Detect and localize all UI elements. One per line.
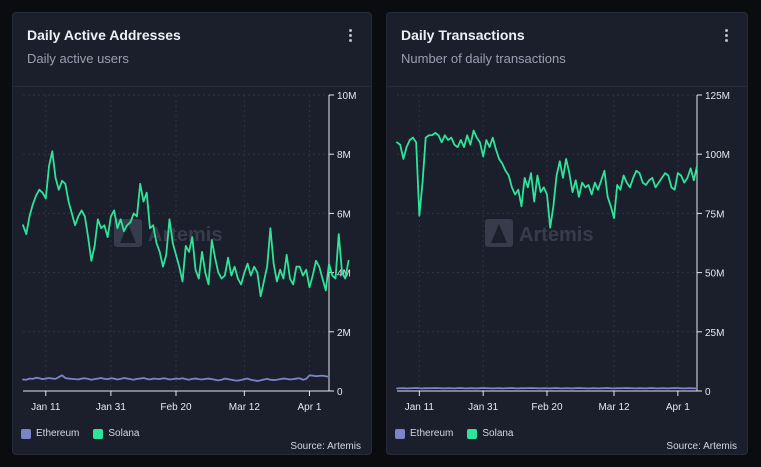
x-tick-label: Jan 11 bbox=[405, 402, 435, 413]
line-chart: Artemis 0 2M 4M 6M 8M 10M Jan 11 Jan 31 Feb 20 Mar… bbox=[22, 91, 356, 413]
series-line-solana[interactable] bbox=[396, 129, 698, 229]
more-vertical-icon[interactable] bbox=[719, 27, 733, 45]
y-tick-label: 75M bbox=[705, 209, 724, 220]
x-tick-label: Feb 20 bbox=[531, 402, 563, 413]
y-tick-label: 6M bbox=[337, 209, 351, 220]
x-tick-label: Mar 12 bbox=[598, 402, 630, 413]
y-tick-label: 0 bbox=[705, 387, 711, 398]
watermark-text: Artemis bbox=[519, 224, 593, 246]
chart-card-daily-active-addresses: Daily Active Addresses Daily active user… bbox=[12, 12, 372, 455]
chart-title: Daily Transactions bbox=[401, 27, 525, 43]
x-tick-label: Mar 12 bbox=[229, 402, 261, 413]
x-tick-label: Jan 11 bbox=[31, 402, 61, 413]
y-tick-label: 4M bbox=[337, 269, 351, 280]
legend-item-ethereum[interactable]: Ethereum bbox=[395, 428, 453, 439]
legend-label: Solana bbox=[108, 428, 140, 439]
y-tick-label: 8M bbox=[337, 150, 351, 161]
more-vertical-icon[interactable] bbox=[343, 27, 357, 45]
source-label: Source: Artemis bbox=[290, 441, 361, 452]
x-tick-label: Apr 1 bbox=[666, 402, 690, 413]
legend-item-solana[interactable]: Solana bbox=[467, 428, 514, 439]
y-tick-label: 2M bbox=[337, 328, 351, 339]
chart-subtitle: Number of daily transactions bbox=[401, 51, 566, 66]
legend-label: Solana bbox=[482, 428, 514, 439]
x-tick-label: Jan 31 bbox=[468, 402, 498, 413]
series-line-ethereum[interactable] bbox=[22, 374, 330, 382]
x-tick-label: Apr 1 bbox=[298, 402, 322, 413]
y-tick-label: 50M bbox=[705, 269, 724, 280]
artemis-logo-mark bbox=[120, 224, 136, 243]
legend-swatch-solana bbox=[467, 428, 478, 439]
chart-card-daily-transactions: Daily Transactions Number of daily trans… bbox=[386, 12, 748, 455]
x-tick-label: Jan 31 bbox=[96, 402, 126, 413]
line-chart: Artemis 0 25M 50M 75M 100M 125M Jan 11 Jan 31 Feb… bbox=[396, 91, 730, 413]
artemis-logo-mark bbox=[491, 224, 507, 243]
legend-item-solana[interactable]: Solana bbox=[93, 428, 140, 439]
legend-label: Ethereum bbox=[36, 428, 80, 439]
legend-item-ethereum[interactable]: Ethereum bbox=[21, 428, 79, 439]
source-label: Source: Artemis bbox=[666, 441, 737, 452]
x-tick-label: Feb 20 bbox=[160, 402, 192, 413]
y-tick-label: 10M bbox=[337, 91, 356, 102]
legend-swatch-ethereum bbox=[21, 428, 31, 439]
artemis-watermark: Artemis bbox=[114, 219, 222, 247]
legend: Ethereum Solana bbox=[395, 428, 528, 439]
series-line-solana[interactable] bbox=[22, 150, 350, 298]
legend-swatch-solana bbox=[93, 428, 104, 439]
artemis-watermark: Artemis bbox=[485, 219, 593, 247]
legend-label: Ethereum bbox=[410, 428, 454, 439]
watermark-text: Artemis bbox=[148, 224, 222, 246]
y-tick-label: 100M bbox=[705, 150, 730, 161]
y-tick-label: 0 bbox=[337, 387, 343, 398]
y-tick-label: 25M bbox=[705, 328, 724, 339]
legend: Ethereum Solana bbox=[21, 428, 154, 439]
chart-title: Daily Active Addresses bbox=[27, 27, 181, 43]
header-divider bbox=[387, 86, 747, 87]
y-tick-label: 125M bbox=[705, 91, 730, 102]
chart-subtitle: Daily active users bbox=[27, 51, 129, 66]
header-divider bbox=[13, 86, 371, 87]
legend-swatch-ethereum bbox=[395, 428, 405, 439]
